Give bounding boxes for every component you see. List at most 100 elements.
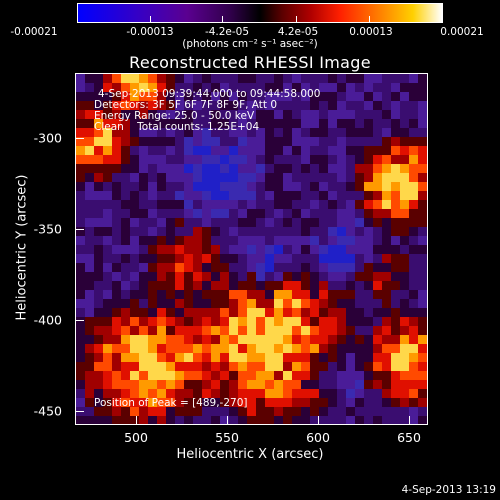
image-pixel <box>166 146 175 155</box>
image-pixel <box>301 353 310 362</box>
image-pixel <box>274 245 283 254</box>
image-pixel <box>202 182 211 191</box>
image-pixel <box>166 308 175 317</box>
image-pixel <box>130 389 139 398</box>
image-pixel <box>310 119 319 128</box>
image-pixel <box>328 209 337 218</box>
image-pixel <box>400 164 409 173</box>
image-pixel <box>346 371 355 380</box>
image-pixel <box>112 263 121 272</box>
x-tick-mark <box>409 416 410 424</box>
image-pixel <box>175 191 184 200</box>
image-pixel <box>112 101 121 110</box>
image-pixel <box>265 263 274 272</box>
image-pixel <box>382 335 391 344</box>
image-pixel <box>292 362 301 371</box>
image-pixel <box>400 254 409 263</box>
image-pixel <box>310 272 319 281</box>
image-pixel <box>256 218 265 227</box>
image-pixel <box>139 191 148 200</box>
image-pixel <box>292 74 301 83</box>
image-pixel <box>319 380 328 389</box>
image-pixel <box>175 263 184 272</box>
image-pixel <box>220 335 229 344</box>
image-pixel <box>364 380 373 389</box>
image-pixel <box>229 74 238 83</box>
image-pixel <box>355 92 364 101</box>
image-pixel <box>283 416 292 424</box>
image-pixel <box>247 74 256 83</box>
image-pixel <box>238 299 247 308</box>
image-pixel <box>94 380 103 389</box>
image-pixel <box>247 128 256 137</box>
image-pixel <box>166 272 175 281</box>
image-pixel <box>193 344 202 353</box>
image-pixel <box>103 182 112 191</box>
image-pixel <box>391 299 400 308</box>
image-pixel <box>418 101 427 110</box>
image-pixel <box>382 371 391 380</box>
image-pixel <box>103 92 112 101</box>
image-pixel <box>346 191 355 200</box>
image-pixel <box>274 137 283 146</box>
image-pixel <box>166 191 175 200</box>
image-pixel <box>418 83 427 92</box>
image-pixel <box>382 128 391 137</box>
image-pixel <box>292 110 301 119</box>
image-pixel <box>247 308 256 317</box>
image-pixel <box>229 110 238 119</box>
image-pixel <box>256 353 265 362</box>
image-pixel <box>301 110 310 119</box>
image-pixel <box>319 317 328 326</box>
image-pixel-grid <box>76 74 427 424</box>
image-pixel <box>193 83 202 92</box>
image-pixel <box>292 101 301 110</box>
image-pixel <box>373 74 382 83</box>
image-pixel <box>148 245 157 254</box>
image-pixel <box>76 317 85 326</box>
image-pixel <box>112 74 121 83</box>
image-pixel <box>337 236 346 245</box>
image-pixel <box>355 173 364 182</box>
image-pixel <box>319 110 328 119</box>
image-pixel <box>175 344 184 353</box>
image-pixel <box>247 83 256 92</box>
image-pixel <box>139 236 148 245</box>
image-pixel <box>292 236 301 245</box>
image-pixel <box>229 209 238 218</box>
image-pixel <box>85 200 94 209</box>
image-pixel <box>391 101 400 110</box>
image-pixel <box>202 245 211 254</box>
image-pixel <box>355 254 364 263</box>
image-pixel <box>193 407 202 416</box>
image-pixel <box>292 371 301 380</box>
image-pixel <box>256 110 265 119</box>
image-pixel <box>373 200 382 209</box>
image-pixel <box>364 200 373 209</box>
image-pixel <box>265 119 274 128</box>
image-pixel <box>400 317 409 326</box>
image-pixel <box>130 137 139 146</box>
image-pixel <box>391 200 400 209</box>
image-pixel <box>121 155 130 164</box>
image-pixel <box>247 326 256 335</box>
image-pixel <box>301 326 310 335</box>
image-pixel <box>292 389 301 398</box>
image-pixel <box>337 137 346 146</box>
image-pixel <box>202 146 211 155</box>
image-pixel <box>130 74 139 83</box>
image-pixel <box>193 92 202 101</box>
image-pixel <box>202 101 211 110</box>
image-pixel <box>382 182 391 191</box>
image-pixel <box>175 389 184 398</box>
image-pixel <box>337 308 346 317</box>
image-pixel <box>85 227 94 236</box>
image-pixel <box>121 263 130 272</box>
image-pixel <box>148 200 157 209</box>
image-pixel <box>157 155 166 164</box>
image-pixel <box>274 290 283 299</box>
image-pixel <box>382 146 391 155</box>
image-pixel <box>238 245 247 254</box>
image-pixel <box>247 137 256 146</box>
image-pixel <box>319 155 328 164</box>
